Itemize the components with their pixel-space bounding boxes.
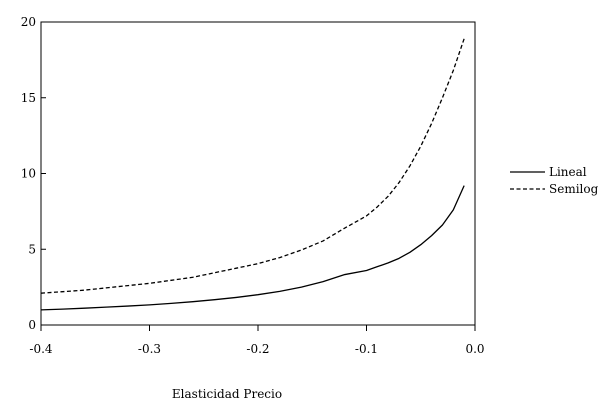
x-axis: -0.4 -0.3 -0.2 -0.1 0.0	[29, 325, 485, 356]
x-tick-label: -0.4	[29, 342, 53, 356]
y-tick-label: 0	[28, 318, 36, 332]
series-line-lineal	[40, 185, 465, 311]
y-tick-label: 10	[21, 167, 36, 181]
plot-frame	[40, 21, 476, 326]
y-tick-label: 5	[28, 242, 36, 256]
series-layer	[40, 38, 465, 311]
x-axis-label: Elasticidad Precio	[172, 387, 282, 401]
legend-label-semilog: Semilog	[549, 182, 599, 196]
x-tick-label: -0.1	[355, 342, 378, 356]
x-tick-label: -0.2	[246, 342, 269, 356]
x-tick-label: -0.3	[138, 342, 161, 356]
y-axis: 0 5 10 15 20	[21, 15, 46, 332]
y-tick-label: 15	[21, 91, 36, 105]
series-line-semilog	[40, 38, 465, 294]
y-tick-label: 20	[21, 15, 36, 29]
x-tick-label: 0.0	[465, 342, 484, 356]
legend-label-lineal: Lineal	[549, 165, 587, 179]
legend: Lineal Semilog	[510, 165, 599, 196]
